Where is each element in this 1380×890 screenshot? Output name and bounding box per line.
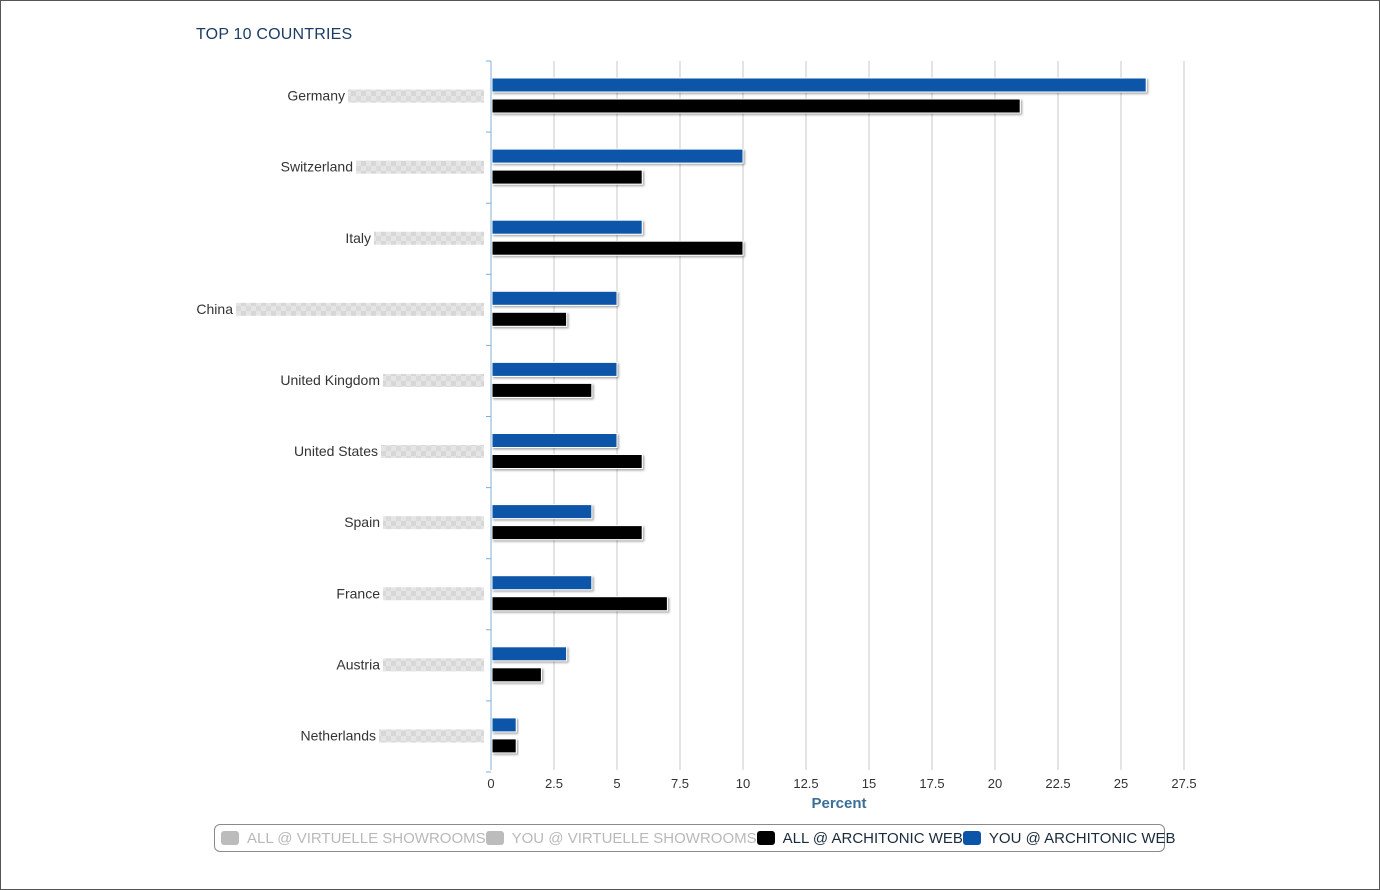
bar-you-architonic-web[interactable] (491, 77, 1147, 93)
redacted-label-detail (348, 89, 484, 103)
redacted-label-detail (379, 729, 484, 743)
x-tick-label: 0 (487, 776, 494, 791)
category-label: Switzerland (281, 159, 353, 175)
redacted-label-detail (383, 658, 484, 672)
redacted-label-detail (383, 373, 484, 387)
category-label: United States (294, 443, 378, 459)
legend-swatch (756, 831, 775, 845)
bar-all-architonic-web[interactable] (491, 169, 643, 185)
category-label: Netherlands (301, 727, 377, 743)
category-label: China (196, 301, 233, 317)
bar-all-architonic-web[interactable] (491, 382, 593, 398)
bar-all-architonic-web[interactable] (491, 525, 643, 541)
redacted-label-detail (383, 516, 484, 530)
bar-you-architonic-web[interactable] (491, 646, 568, 662)
category-label: Spain (344, 514, 380, 530)
category-label: Austria (336, 656, 380, 672)
bar-all-architonic-web[interactable] (491, 738, 517, 754)
x-tick-label: 7.5 (671, 776, 689, 791)
x-tick-label: 2.5 (545, 776, 563, 791)
x-tick-label: 20 (988, 776, 1002, 791)
category-label: France (336, 585, 380, 601)
category-label: United Kingdom (280, 372, 380, 388)
bar-all-architonic-web[interactable] (491, 98, 1021, 114)
x-tick-label: 12.5 (793, 776, 818, 791)
x-tick-label: 5 (613, 776, 620, 791)
bar-you-architonic-web[interactable] (491, 575, 593, 591)
bar-you-architonic-web[interactable] (491, 148, 744, 164)
bar-you-architonic-web[interactable] (491, 219, 643, 235)
category-label: Germany (287, 88, 345, 104)
category-label: Italy (345, 230, 371, 246)
x-tick-label: 15 (862, 776, 876, 791)
bar-all-architonic-web[interactable] (491, 311, 568, 327)
legend-swatch (221, 831, 239, 845)
x-tick-label: 25 (1114, 776, 1128, 791)
chart-title: TOP 10 COUNTRIES (196, 26, 353, 43)
legend-label: ALL @ VIRTUELLE SHOWROOMS (247, 829, 486, 847)
bar-all-architonic-web[interactable] (491, 240, 744, 256)
redacted-label-detail (356, 160, 484, 174)
redacted-label-detail (374, 231, 484, 245)
legend-label: YOU @ VIRTUELLE SHOWROOMS (511, 829, 757, 847)
bar-you-architonic-web[interactable] (491, 717, 517, 733)
legend-label: YOU @ ARCHITONIC WEB (988, 829, 1176, 847)
redacted-label-detail (383, 587, 484, 601)
x-tick-label: 17.5 (919, 776, 944, 791)
legend-swatch (485, 831, 504, 845)
bar-you-architonic-web[interactable] (491, 504, 593, 520)
chart-legend: ALL @ VIRTUELLE SHOWROOMS YOU @ VIRTUELL… (214, 824, 1176, 852)
bar-you-architonic-web[interactable] (491, 361, 618, 377)
x-tick-label: 22.5 (1045, 776, 1070, 791)
bar-you-architonic-web[interactable] (491, 290, 618, 306)
legend-item-you-architonic-web[interactable]: YOU @ ARCHITONIC WEB (962, 829, 1176, 847)
legend-item-all-architonic-web[interactable]: ALL @ ARCHITONIC WEB (756, 829, 963, 847)
x-axis-title: Percent (811, 795, 866, 812)
x-tick-label: 27.5 (1171, 776, 1196, 791)
legend-item-all-virtuelle-showrooms[interactable]: ALL @ VIRTUELLE SHOWROOMS (221, 830, 486, 847)
legend-item-you-virtuelle-showrooms[interactable]: YOU @ VIRTUELLE SHOWROOMS (485, 829, 757, 847)
bar-all-architonic-web[interactable] (491, 667, 542, 683)
bar-all-architonic-web[interactable] (491, 596, 668, 612)
bar-you-architonic-web[interactable] (491, 433, 618, 448)
legend-label: ALL @ ARCHITONIC WEB (782, 829, 963, 847)
bar-chart: Germany Switzerland Italy China United Kingd… (196, 60, 1197, 812)
redacted-label-detail (236, 302, 484, 316)
redacted-label-detail (381, 445, 484, 459)
legend-swatch (962, 831, 981, 845)
bar-all-architonic-web[interactable] (491, 454, 643, 469)
x-tick-label: 10 (736, 776, 750, 791)
